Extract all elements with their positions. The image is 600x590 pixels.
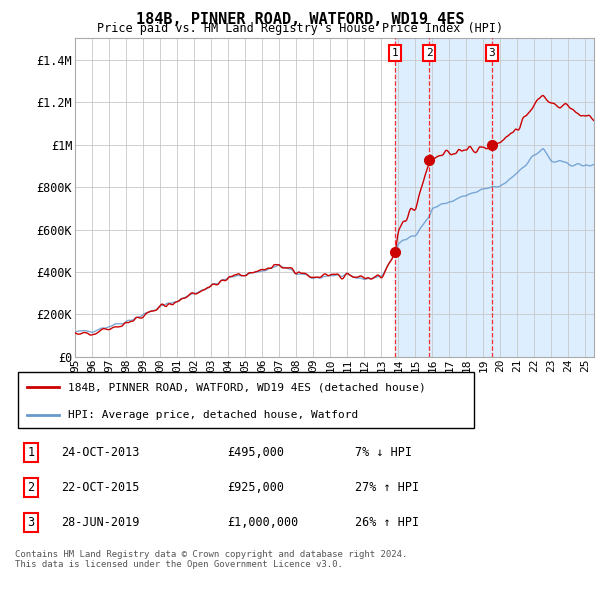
Text: £1,000,000: £1,000,000 xyxy=(227,516,298,529)
Text: £925,000: £925,000 xyxy=(227,481,284,494)
Text: 2: 2 xyxy=(426,48,433,58)
Text: 1: 1 xyxy=(28,446,35,459)
Text: 26% ↑ HPI: 26% ↑ HPI xyxy=(355,516,419,529)
Text: HPI: Average price, detached house, Watford: HPI: Average price, detached house, Watf… xyxy=(68,411,358,421)
Text: 28-JUN-2019: 28-JUN-2019 xyxy=(61,516,140,529)
Text: Price paid vs. HM Land Registry's House Price Index (HPI): Price paid vs. HM Land Registry's House … xyxy=(97,22,503,35)
Text: 7% ↓ HPI: 7% ↓ HPI xyxy=(355,446,412,459)
Text: 1: 1 xyxy=(392,48,398,58)
Bar xyxy=(395,38,600,357)
Text: 3: 3 xyxy=(488,48,495,58)
Text: 27% ↑ HPI: 27% ↑ HPI xyxy=(355,481,419,494)
Text: 184B, PINNER ROAD, WATFORD, WD19 4ES (detached house): 184B, PINNER ROAD, WATFORD, WD19 4ES (de… xyxy=(68,382,426,392)
Text: 24-OCT-2013: 24-OCT-2013 xyxy=(61,446,140,459)
Text: Contains HM Land Registry data © Crown copyright and database right 2024.
This d: Contains HM Land Registry data © Crown c… xyxy=(15,550,407,569)
Text: £495,000: £495,000 xyxy=(227,446,284,459)
FancyBboxPatch shape xyxy=(18,372,474,428)
Text: 184B, PINNER ROAD, WATFORD, WD19 4ES: 184B, PINNER ROAD, WATFORD, WD19 4ES xyxy=(136,12,464,27)
Text: 2: 2 xyxy=(28,481,35,494)
Text: 3: 3 xyxy=(28,516,35,529)
Text: 22-OCT-2015: 22-OCT-2015 xyxy=(61,481,140,494)
